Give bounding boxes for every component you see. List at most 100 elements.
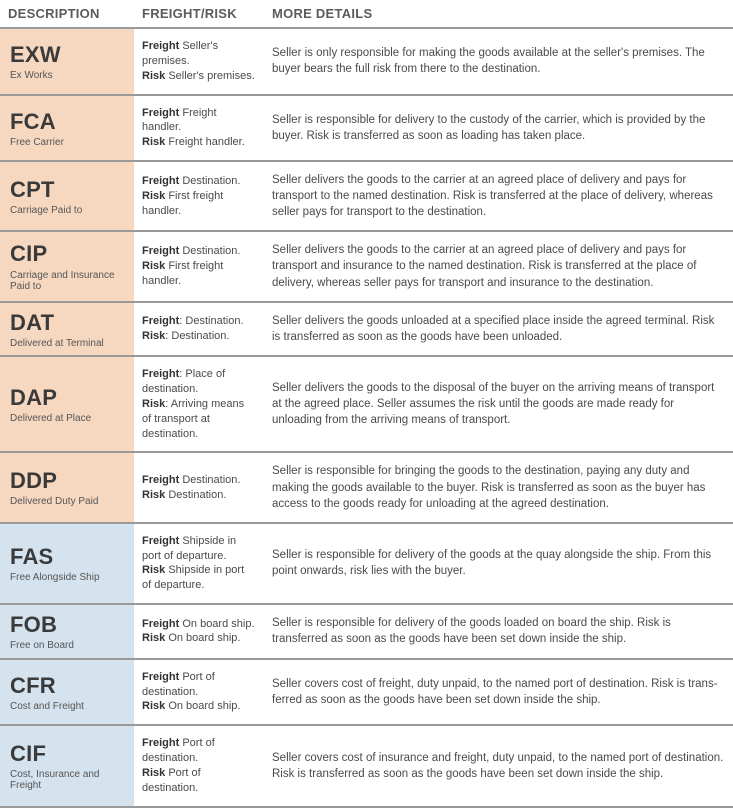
- incoterm-fullname: Free on Board: [10, 640, 126, 652]
- details-cell: Seller covers cost of freight, duty unpa…: [264, 659, 733, 726]
- risk-value: Seller's premises.: [168, 70, 254, 82]
- risk-line: Risk Port of destination.: [142, 766, 256, 796]
- freight-label: Freight: [142, 474, 179, 486]
- details-cell: Seller covers cost of insurance and frei…: [264, 725, 733, 806]
- risk-label: Risk: [142, 70, 165, 82]
- details-cell: Seller is only responsible for making th…: [264, 28, 733, 95]
- details-cell: Seller is responsible for delivery to th…: [264, 95, 733, 162]
- incoterm-fullname: Carriage Paid to: [10, 205, 126, 217]
- freight-risk-cell: Freight Freight handler.Risk Freight han…: [134, 95, 264, 162]
- incoterm-code: CIF: [10, 742, 126, 765]
- freight-risk-cell: Freight: Place of destination.Risk: Arri…: [134, 356, 264, 452]
- freight-risk-cell: Freight On board ship.Risk On board ship…: [134, 604, 264, 659]
- table-row: FOB Free on Board Freight On board ship.Ri…: [0, 604, 733, 659]
- freight-label: Freight: [142, 175, 179, 187]
- freight-risk-cell: Freight Destination.Risk First freight h…: [134, 161, 264, 231]
- freight-line: Freight Destination.: [142, 174, 256, 189]
- freight-label: Freight: [142, 368, 179, 380]
- incoterm-fullname: Free Alongside Ship: [10, 572, 126, 584]
- incoterm-code: DAT: [10, 311, 126, 334]
- freight-line: Freight: Place of destination.: [142, 367, 256, 397]
- table-row: DAP Delivered at Place Freight: Place of d…: [0, 356, 733, 452]
- freight-risk-cell: Freight Port of destination.Risk On boar…: [134, 659, 264, 726]
- risk-line: Risk On board ship.: [142, 699, 256, 714]
- table-row: FCA Free Carrier Freight Freight handler.R…: [0, 95, 733, 162]
- freight-risk-cell: Freight Destination.Risk First freight h…: [134, 231, 264, 301]
- table-row: CPTCarriage Paid toFreight Destination.R…: [0, 161, 733, 231]
- table-row: CIF Cost, Insurance and Freight Freight Po…: [0, 725, 733, 806]
- freight-line: Freight Port of destination.: [142, 736, 256, 766]
- incoterm-code: EXW: [10, 43, 126, 66]
- risk-label: Risk: [142, 190, 165, 202]
- table-row: EXW Ex Works Freight Seller's premises.Ris…: [0, 28, 733, 95]
- description-cell: CPT Carriage Paid to: [0, 161, 134, 231]
- risk-value: Freight handler.: [168, 136, 244, 148]
- description-cell: CIF Cost, Insurance and Freight: [0, 725, 134, 806]
- incoterm-fullname: Free Carrier: [10, 137, 126, 149]
- incoterm-code: DDP: [10, 469, 126, 492]
- freight-label: Freight: [142, 737, 179, 749]
- incoterm-code: FAS: [10, 545, 126, 568]
- freight-label: Freight: [142, 245, 179, 257]
- freight-line: Freight Destination.: [142, 244, 256, 259]
- freight-line: Freight Shipside in port of departure.: [142, 534, 256, 564]
- freight-value: On board ship.: [182, 618, 254, 630]
- freight-value: Destination.: [185, 315, 243, 327]
- details-cell: Seller is responsible for bringing the g…: [264, 452, 733, 522]
- risk-label: Risk: [142, 489, 165, 501]
- table-row: DATDelivered at TerminalFreight: Destina…: [0, 302, 733, 357]
- table-row: DDPDelivered Duty PaidFreight Destinatio…: [0, 452, 733, 522]
- risk-label: Risk: [142, 767, 165, 779]
- details-cell: Seller delivers the goods unloaded at a …: [264, 302, 733, 357]
- freight-line: Freight Freight handler.: [142, 106, 256, 136]
- risk-line: Risk On board ship.: [142, 631, 256, 646]
- description-cell: CIP Carriage and Insurance Paid to: [0, 231, 134, 301]
- risk-value: On board ship.: [168, 700, 240, 712]
- freight-label: Freight: [142, 671, 179, 683]
- incoterm-code: DAP: [10, 386, 126, 409]
- incoterm-fullname: Carriage and Insurance Paid to: [10, 270, 126, 293]
- incoterm-code: FCA: [10, 110, 126, 133]
- risk-value: Destination.: [171, 330, 229, 342]
- incoterm-fullname: Delivered at Place: [10, 413, 126, 425]
- incoterm-fullname: Cost, Insurance and Freight: [10, 769, 126, 792]
- details-cell: Seller delivers the goods to the carrier…: [264, 161, 733, 231]
- incoterm-code: CIP: [10, 242, 126, 265]
- header-freight-risk: FREIGHT/RISK: [134, 0, 264, 28]
- freight-value: Destination.: [182, 175, 240, 187]
- description-cell: EXW Ex Works: [0, 28, 134, 95]
- incoterms-table: DESCRIPTION FREIGHT/RISK MORE DETAILS EX…: [0, 0, 733, 808]
- details-cell: Seller delivers the goods to the disposa…: [264, 356, 733, 452]
- incoterm-fullname: Delivered at Terminal: [10, 338, 126, 350]
- risk-line: Risk Freight handler.: [142, 135, 256, 150]
- details-cell: Seller is responsible for delivery of th…: [264, 523, 733, 604]
- risk-line: Risk First freight handler.: [142, 189, 256, 219]
- incoterm-code: CPT: [10, 178, 126, 201]
- freight-risk-cell: Freight Shipside in port of departure.Ri…: [134, 523, 264, 604]
- risk-label: Risk: [142, 330, 165, 342]
- header-description: DESCRIPTION: [0, 0, 134, 28]
- table-row: CFRCost and FreightFreight Port of desti…: [0, 659, 733, 726]
- risk-line: Risk First freight handler.: [142, 259, 256, 289]
- risk-label: Risk: [142, 564, 165, 576]
- incoterm-fullname: Ex Works: [10, 70, 126, 82]
- freight-label: Freight: [142, 618, 179, 630]
- freight-line: Freight On board ship.: [142, 617, 256, 632]
- incoterm-code: FOB: [10, 613, 126, 636]
- description-cell: FCA Free Carrier: [0, 95, 134, 162]
- header-more-details: MORE DETAILS: [264, 0, 733, 28]
- risk-label: Risk: [142, 136, 165, 148]
- description-cell: FAS Free Alongside Ship: [0, 523, 134, 604]
- freight-risk-cell: Freight Port of destination.Risk Port of…: [134, 725, 264, 806]
- description-cell: DAT Delivered at Terminal: [0, 302, 134, 357]
- incoterm-fullname: Cost and Freight: [10, 701, 126, 713]
- risk-label: Risk: [142, 398, 165, 410]
- freight-label: Freight: [142, 40, 179, 52]
- freight-risk-cell: Freight Seller's premises.Risk Seller's …: [134, 28, 264, 95]
- risk-label: Risk: [142, 260, 165, 272]
- freight-label: Freight: [142, 315, 179, 327]
- freight-risk-cell: Freight Destination.Risk Destination.: [134, 452, 264, 522]
- table-row: FAS Free Alongside Ship Freight Shipside i…: [0, 523, 733, 604]
- freight-value: Destination.: [182, 245, 240, 257]
- freight-label: Freight: [142, 535, 179, 547]
